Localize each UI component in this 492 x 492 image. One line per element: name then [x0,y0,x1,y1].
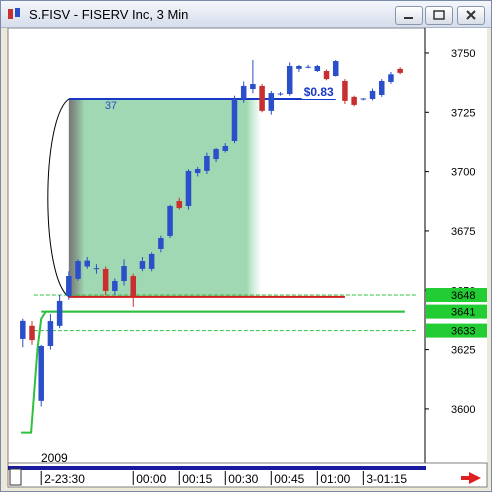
x-tick-label: 2-23:30 [44,472,85,486]
app-icon [8,8,20,19]
x-tick-label: 00:15 [182,472,212,486]
window-title: S.FISV - FISERV Inc, 3 Min [29,7,189,22]
candle-body [286,66,293,95]
x-tick-label: 01:00 [320,472,350,486]
y-tick-label: 3675 [451,226,475,238]
maximize-button[interactable] [425,6,453,25]
chart: 2009 36003625365036753700372537502-23:30… [7,28,488,488]
year-label: 2009 [41,451,68,465]
candle-body [388,74,394,82]
price-axis [425,28,487,463]
candle-body [351,96,357,105]
candle-body [130,276,137,296]
candle-body [369,90,376,99]
price-marker-label: 3648 [451,290,475,302]
y-tick-label: 3700 [451,167,475,179]
candle-body [378,80,385,95]
candle-body [148,253,155,269]
x-tick-label: 00:30 [228,472,258,486]
candle-body [204,155,210,171]
title-bar: S.FISV - FISERV Inc, 3 Min [1,1,491,28]
candle-body [222,145,229,151]
candle-body [194,169,201,174]
candle-body [240,85,247,99]
candle-body [102,268,109,291]
candle-body [296,66,302,69]
candle-body [84,260,90,267]
y-tick-label: 3600 [451,404,475,416]
candle-body [121,266,127,281]
price-line-label: $0.83 [304,85,334,99]
candle-body [314,66,321,71]
y-tick-label: 3725 [451,107,475,119]
x-tick-label: 3-01:15 [366,472,407,486]
candle-body [185,170,192,207]
candle-body [259,85,265,111]
scroll-arrow[interactable] [461,472,481,484]
candle-body [112,281,118,291]
candle-body [360,98,367,100]
x-tick-label: 00:00 [136,472,166,486]
label-background [301,85,337,99]
candle-body [305,66,311,68]
candle-body [323,71,330,80]
candle-body [93,268,100,270]
candle-body [75,261,81,279]
candle-body [176,201,183,208]
candle-body [38,346,44,401]
candle-body [20,320,26,339]
scroll-box[interactable] [9,468,22,486]
price-marker [426,288,487,302]
minimize-button[interactable] [395,6,423,25]
candle-body [29,325,35,341]
candle-body [167,206,173,236]
candle-body [250,84,256,90]
time-bar [8,466,426,470]
candle-body [139,261,146,269]
measure-box [68,99,263,297]
y-tick-label: 3750 [451,48,475,60]
candle-body [277,93,284,95]
candle-body [268,93,275,111]
price-marker-label: 3633 [451,326,475,338]
candle-body [47,321,54,347]
candle-body [66,276,72,296]
candle-body [397,68,403,73]
candle-body [56,300,63,326]
x-tick-label: 00:45 [274,472,304,486]
price-marker [426,323,487,338]
bracket [47,98,70,298]
price-marker [426,304,487,319]
close-button[interactable] [457,6,485,25]
candle-body [213,149,219,160]
y-tick-label: 3625 [451,345,475,357]
candle-body [342,80,348,101]
candle-body [158,238,164,249]
measure-label: 37 [105,100,117,112]
candle-body [332,61,339,76]
price-marker-label: 3641 [451,307,475,319]
candle-body [231,99,238,141]
